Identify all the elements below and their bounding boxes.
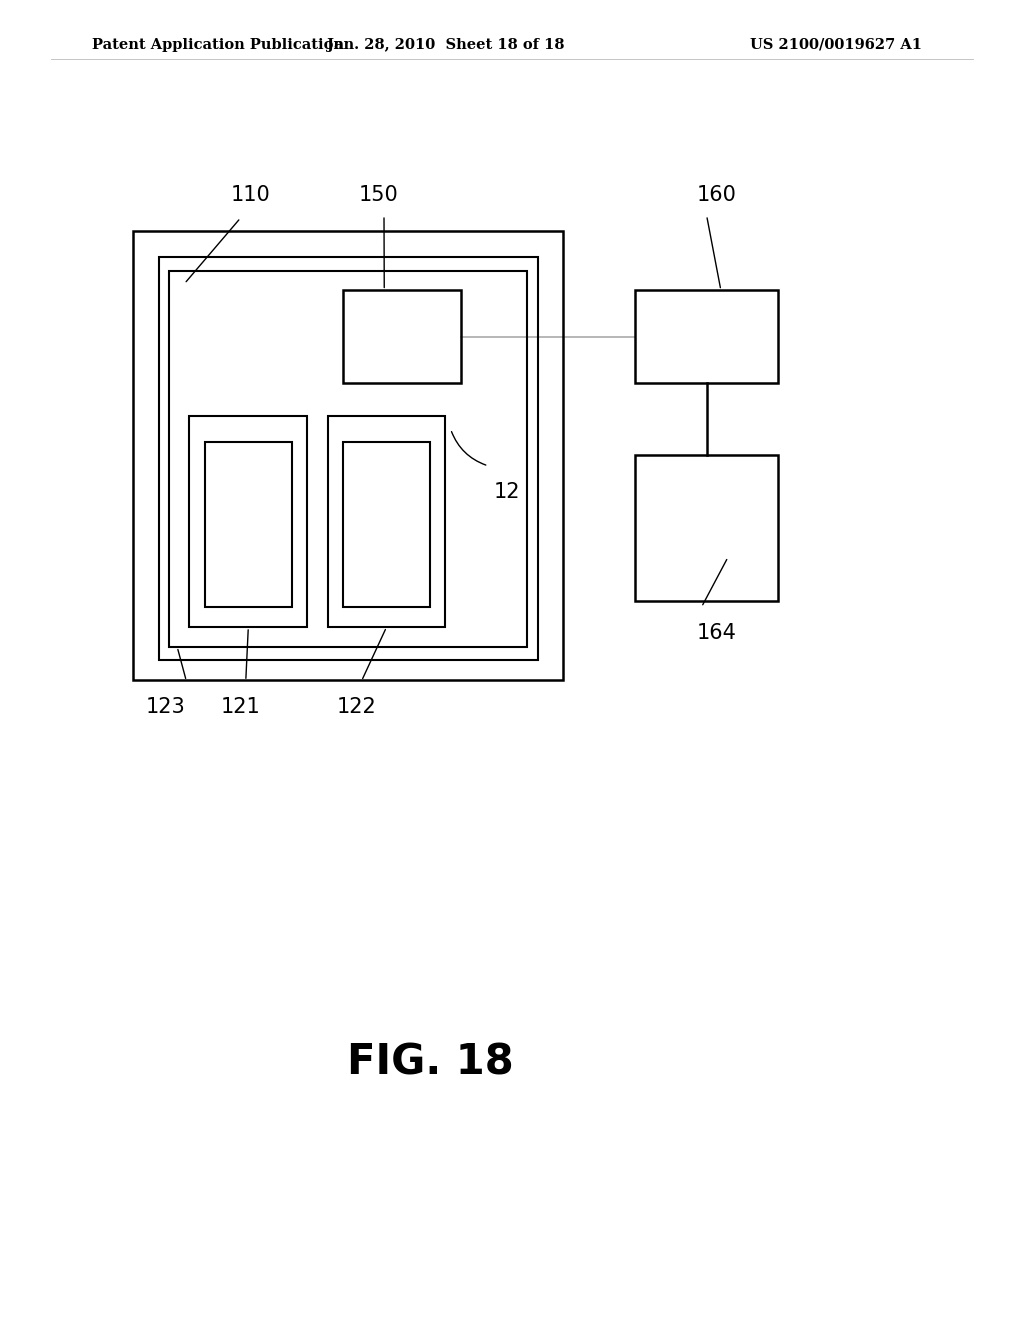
Bar <box>343 442 430 607</box>
Bar <box>159 257 538 660</box>
Bar <box>189 416 307 627</box>
Text: 160: 160 <box>697 185 736 205</box>
Text: 122: 122 <box>337 697 376 717</box>
Bar <box>169 271 527 647</box>
Bar <box>635 455 778 601</box>
Text: FIG. 18: FIG. 18 <box>347 1041 513 1084</box>
Text: 121: 121 <box>221 697 260 717</box>
Bar <box>343 290 461 383</box>
Bar <box>205 442 292 607</box>
Text: 164: 164 <box>697 623 736 643</box>
Text: US 2100/0019627 A1: US 2100/0019627 A1 <box>750 38 922 51</box>
Bar <box>328 416 445 627</box>
Bar <box>133 231 563 680</box>
Bar <box>635 290 778 383</box>
Text: 12: 12 <box>494 482 520 502</box>
Text: Patent Application Publication: Patent Application Publication <box>92 38 344 51</box>
Text: 150: 150 <box>359 185 398 205</box>
Text: 123: 123 <box>146 697 185 717</box>
Text: 110: 110 <box>231 185 270 205</box>
Text: Jan. 28, 2010  Sheet 18 of 18: Jan. 28, 2010 Sheet 18 of 18 <box>327 38 564 51</box>
